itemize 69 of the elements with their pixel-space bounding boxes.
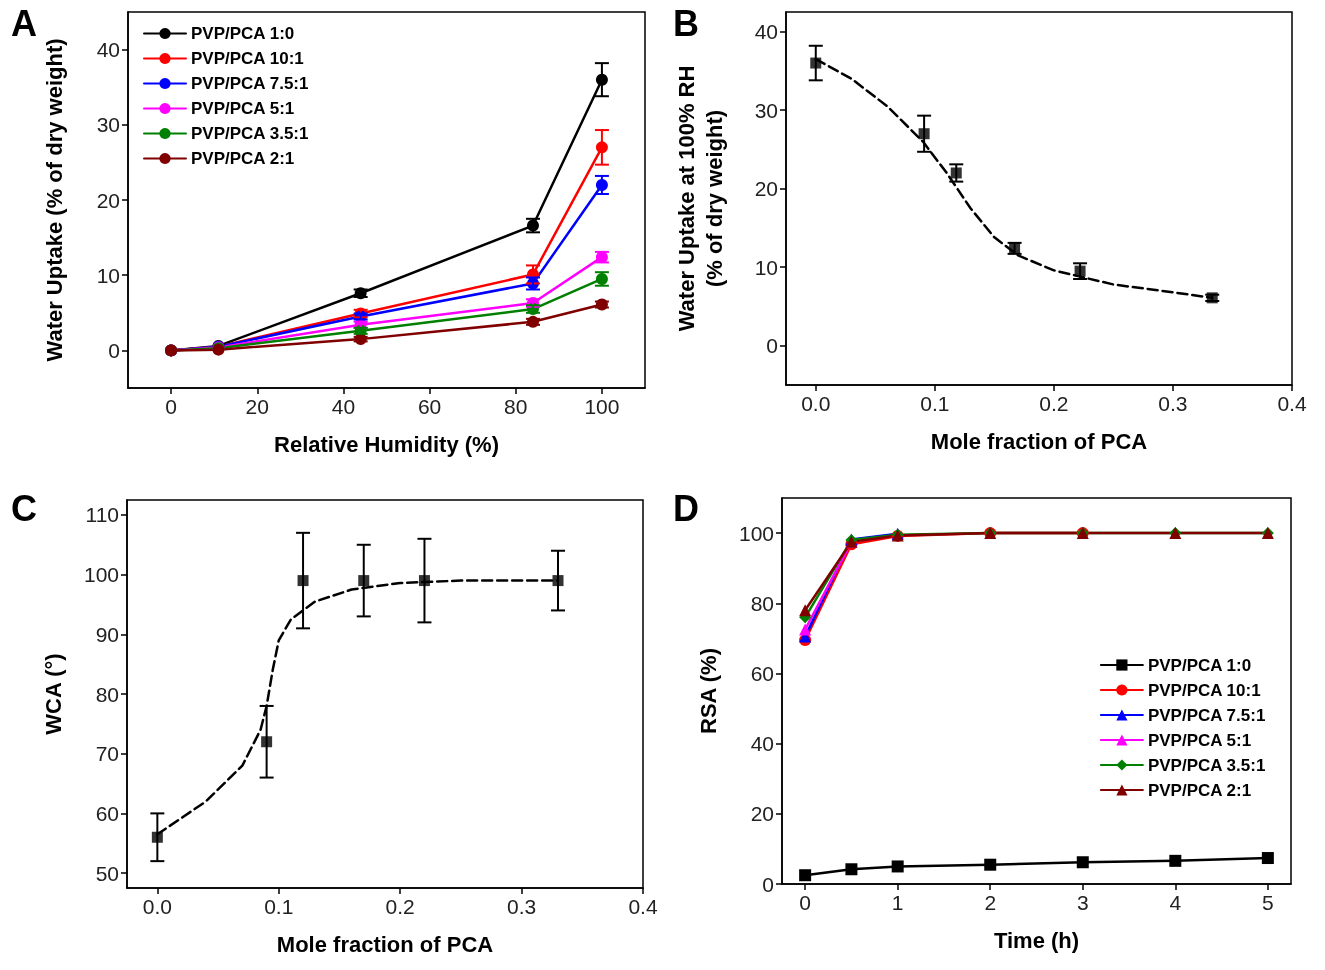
y-tick-label: 70 [95, 742, 119, 766]
legend-label: PVP/PCA 2:1 [191, 149, 295, 168]
legend-label: PVP/PCA 1:0 [191, 24, 295, 43]
x-tick-label: 4 [1169, 891, 1182, 914]
y-tick-label: 90 [95, 622, 119, 646]
x-tick-label: 2 [984, 891, 997, 914]
x-axis-title: Mole fraction of PCA [930, 428, 1148, 454]
y-tick-label: 40 [754, 20, 778, 44]
x-tick-label: 3 [1076, 891, 1089, 914]
y-tick-label: 20 [96, 188, 120, 212]
y-tick-label: 50 [95, 861, 119, 885]
y-tick-label: 110 [85, 503, 119, 527]
y-axis-title: Water Uptake (% of dry weight) [41, 38, 67, 362]
y-tick-label: 30 [96, 113, 120, 137]
x-tick-label: 0.4 [628, 895, 658, 918]
legend-label: PVP/PCA 10:1 [1147, 680, 1261, 700]
x-tick-label: 40 [331, 395, 356, 418]
x-tick-label: 0.0 [142, 895, 172, 918]
x-tick-label: 60 [417, 395, 442, 418]
x-tick-label: 5 [1262, 891, 1274, 914]
y-tick-label: 10 [754, 255, 778, 279]
y-axis-title: Water Uptake at 100% RH (% of dry weight) [673, 65, 727, 332]
x-tick-label: 80 [504, 395, 528, 418]
y-tick-label: 40 [96, 38, 120, 62]
y-tick-label: 20 [750, 802, 774, 826]
legend-label: PVP/PCA 5:1 [191, 99, 295, 118]
y-tick-label: 100 [83, 563, 119, 587]
x-tick-label: 20 [245, 395, 269, 418]
chart-title: A [11, 2, 37, 44]
legend-label: PVP/PCA 10:1 [191, 49, 304, 68]
chart-title: C [11, 487, 37, 529]
y-tick-label: 0 [766, 334, 778, 358]
y-tick-label: 0 [762, 872, 774, 896]
legend-label: PVP/PCA 3.5:1 [191, 124, 309, 143]
x-axis-title: Mole fraction of PCA [276, 931, 494, 957]
x-tick-label: 0.2 [1039, 392, 1069, 415]
y-tick-label: 10 [96, 263, 120, 287]
x-tick-label: 0.4 [1277, 392, 1307, 415]
x-tick-label: 0 [165, 395, 177, 418]
y-tick-label: 80 [750, 591, 774, 615]
y-tick-label: 80 [95, 682, 119, 706]
chart-title: D [673, 487, 699, 529]
x-tick-label: 0.1 [264, 895, 294, 918]
legend-label: PVP/PCA 1:0 [1147, 655, 1252, 675]
y-axis-title: WCA (°) [40, 653, 66, 735]
x-axis-title: Relative Humidity (%) [274, 431, 499, 457]
x-tick-label: 0.3 [506, 895, 537, 918]
x-tick-label: 100 [584, 395, 620, 418]
y-tick-label: 100 [738, 521, 774, 545]
legend-label: PVP/PCA 5:1 [1147, 730, 1252, 750]
chart-title: B [673, 2, 699, 44]
y-tick-label: 0 [108, 338, 120, 362]
x-axis-title: Time (h) [993, 927, 1080, 953]
y-tick-label: 30 [754, 98, 778, 122]
y-tick-label: 60 [750, 661, 774, 685]
x-tick-label: 0.3 [1158, 392, 1188, 415]
x-tick-label: 0.2 [385, 895, 415, 918]
y-tick-label: 60 [95, 801, 119, 825]
y-tick-label: 40 [750, 732, 774, 756]
y-tick-label: 20 [754, 177, 778, 201]
x-tick-label: 0 [799, 891, 811, 914]
legend-label: PVP/PCA 3.5:1 [1147, 755, 1266, 775]
x-tick-label: 0.1 [920, 392, 950, 415]
y-axis-title: RSA (%) [695, 648, 721, 734]
x-tick-label: 1 [891, 891, 904, 914]
legend-label: PVP/PCA 7.5:1 [1147, 705, 1266, 725]
legend-label: PVP/PCA 7.5:1 [191, 74, 309, 93]
x-tick-label: 0.0 [801, 392, 831, 415]
legend-label: PVP/PCA 2:1 [1147, 780, 1252, 800]
